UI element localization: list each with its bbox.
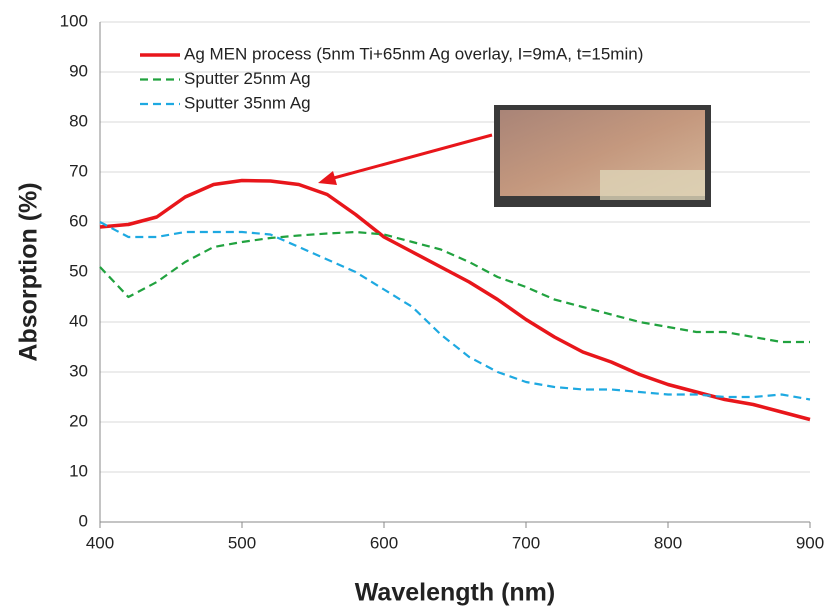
series-line <box>99 230 810 344</box>
lines <box>99 178 811 422</box>
arrow-head <box>318 171 337 185</box>
y-tick-label: 0 <box>79 511 88 530</box>
y-tick-label: 60 <box>69 211 88 230</box>
y-axis-label: Absorption (%) <box>15 182 43 361</box>
y-tick-label: 70 <box>69 161 88 180</box>
y-tick-label: 20 <box>69 411 88 430</box>
x-tick-label: 700 <box>512 533 540 552</box>
photo-inset <box>494 105 711 207</box>
x-tick-label: 500 <box>228 533 256 552</box>
y-tick-label: 90 <box>69 61 88 80</box>
legend-label: Sputter 35nm Ag <box>184 93 311 112</box>
series-line <box>99 221 811 401</box>
x-tick-label: 600 <box>370 533 398 552</box>
x-tick-label: 800 <box>654 533 682 552</box>
y-tick-label: 80 <box>69 111 88 130</box>
y-tick-label: 40 <box>69 311 88 330</box>
legend-label: Ag MEN process (5nm Ti+65nm Ag overlay, … <box>184 44 643 63</box>
x-tick-label: 900 <box>796 533 824 552</box>
y-tick-label: 30 <box>69 361 88 380</box>
y-tick-label: 10 <box>69 461 88 480</box>
x-tick-label: 400 <box>86 533 114 552</box>
y-tick-label: 50 <box>69 261 88 280</box>
x-axis-label: Wavelength (nm) <box>355 579 555 607</box>
photo-tape <box>600 170 705 200</box>
series-line <box>99 178 811 422</box>
arrow <box>318 133 493 185</box>
grid <box>99 21 811 528</box>
y-tick-label: 100 <box>60 11 88 30</box>
legend-label: Sputter 25nm Ag <box>184 69 311 88</box>
arrow-line <box>329 133 493 181</box>
